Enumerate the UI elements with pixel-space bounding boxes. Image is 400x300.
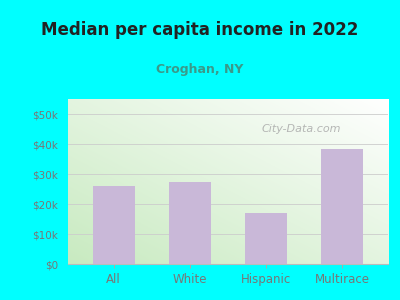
Bar: [245, 213, 287, 264]
Bar: [321, 148, 363, 264]
Bar: [169, 182, 211, 264]
Text: Median per capita income in 2022: Median per capita income in 2022: [41, 21, 359, 39]
Text: City-Data.com: City-Data.com: [262, 124, 341, 134]
Bar: [93, 186, 135, 264]
Text: Croghan, NY: Croghan, NY: [156, 63, 244, 76]
